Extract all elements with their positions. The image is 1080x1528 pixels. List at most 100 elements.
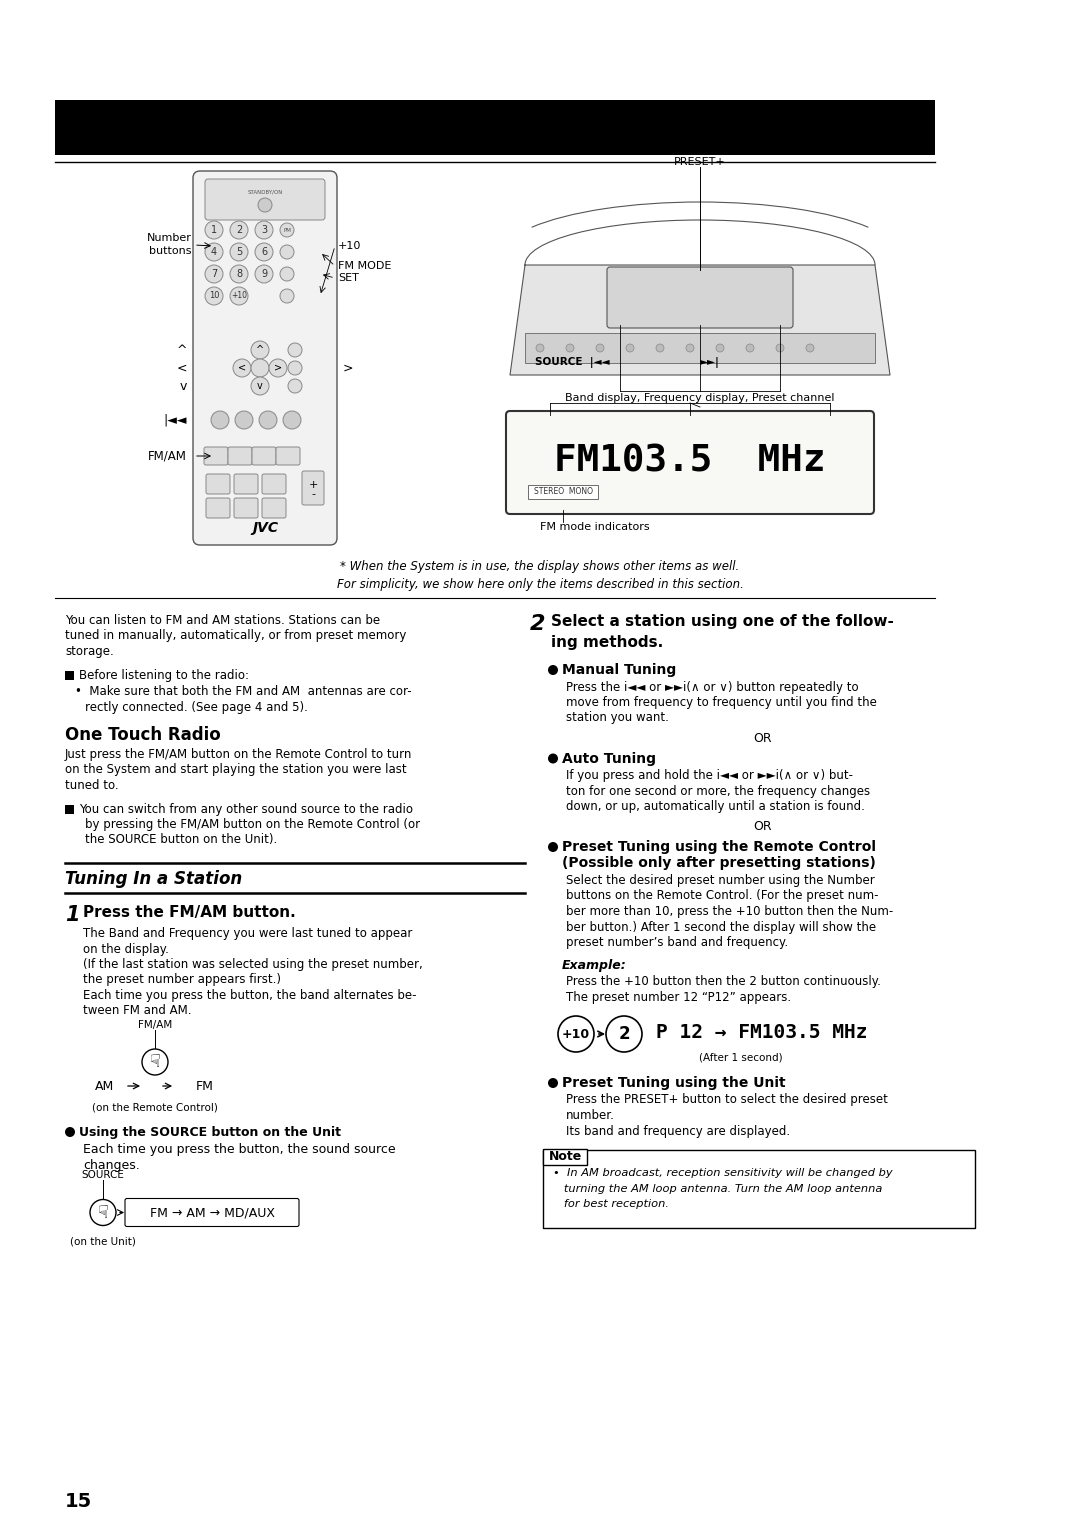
Circle shape <box>258 199 272 212</box>
Bar <box>65 805 75 813</box>
Text: 2: 2 <box>618 1025 630 1044</box>
Text: 8: 8 <box>235 269 242 280</box>
Text: STEREO  MONO: STEREO MONO <box>534 487 593 497</box>
Text: rectly connected. (See page 4 and 5).: rectly connected. (See page 4 and 5). <box>85 700 308 714</box>
Text: 9: 9 <box>261 269 267 280</box>
Text: STANDBY/ON: STANDBY/ON <box>247 189 283 194</box>
Text: 2: 2 <box>530 614 545 634</box>
FancyBboxPatch shape <box>205 179 325 220</box>
Text: Select a station using one of the follow-: Select a station using one of the follow… <box>551 614 894 630</box>
Circle shape <box>205 222 222 238</box>
Text: (on the Unit): (on the Unit) <box>70 1236 136 1247</box>
Text: ber more than 10, press the +10 button then the Num-: ber more than 10, press the +10 button t… <box>566 905 893 918</box>
Text: 3: 3 <box>261 225 267 235</box>
Text: ►►|: ►►| <box>700 358 720 368</box>
Text: PRESET+: PRESET+ <box>674 157 726 167</box>
Text: turning the AM loop antenna. Turn the AM loop antenna: turning the AM loop antenna. Turn the AM… <box>553 1184 882 1193</box>
Text: The Band and Frequency you were last tuned to appear: The Band and Frequency you were last tun… <box>83 927 413 940</box>
Circle shape <box>566 344 573 351</box>
Text: +10: +10 <box>231 292 247 301</box>
Circle shape <box>205 243 222 261</box>
Text: buttons on the Remote Control. (For the preset num-: buttons on the Remote Control. (For the … <box>566 889 878 903</box>
Text: P 12 → FM103.5 MHz: P 12 → FM103.5 MHz <box>656 1022 867 1042</box>
FancyBboxPatch shape <box>507 411 874 513</box>
Circle shape <box>230 287 248 306</box>
Text: AM: AM <box>95 1079 114 1093</box>
Circle shape <box>280 289 294 303</box>
Text: Number: Number <box>147 232 192 243</box>
Text: FM MODE: FM MODE <box>338 261 391 270</box>
Circle shape <box>596 344 604 351</box>
Text: Each time you press the button, the band alternates be-: Each time you press the button, the band… <box>83 989 417 1002</box>
Text: tuned in manually, automatically, or from preset memory: tuned in manually, automatically, or fro… <box>65 630 406 642</box>
Text: v: v <box>257 380 262 391</box>
Circle shape <box>558 1016 594 1051</box>
Text: •  In AM broadcast, reception sensitivity will be changed by: • In AM broadcast, reception sensitivity… <box>553 1167 893 1178</box>
Text: Before listening to the radio:: Before listening to the radio: <box>79 669 249 681</box>
Text: If you press and hold the i◄◄ or ►►i(∧ or ∨) but-: If you press and hold the i◄◄ or ►►i(∧ o… <box>566 769 853 782</box>
Circle shape <box>211 411 229 429</box>
Circle shape <box>259 411 276 429</box>
Circle shape <box>251 359 269 377</box>
Text: number.: number. <box>566 1109 615 1122</box>
Circle shape <box>230 222 248 238</box>
Circle shape <box>288 379 302 393</box>
Text: You can listen to FM and AM stations. Stations can be: You can listen to FM and AM stations. St… <box>65 614 380 626</box>
FancyBboxPatch shape <box>234 474 258 494</box>
Text: -: - <box>311 489 315 500</box>
Text: FM mode indicators: FM mode indicators <box>540 523 650 532</box>
Text: OR: OR <box>754 821 772 833</box>
Text: (If the last station was selected using the preset number,: (If the last station was selected using … <box>83 958 422 970</box>
Text: ton for one second or more, the frequency changes: ton for one second or more, the frequenc… <box>566 784 870 798</box>
Text: ☟: ☟ <box>149 1053 161 1071</box>
Text: on the display.: on the display. <box>83 943 168 955</box>
Circle shape <box>548 753 558 764</box>
Circle shape <box>777 344 784 351</box>
Circle shape <box>233 359 251 377</box>
Text: Using the Tuner: Using the Tuner <box>80 108 427 147</box>
FancyBboxPatch shape <box>302 471 324 504</box>
Text: +: + <box>308 480 318 490</box>
Bar <box>543 1149 588 1164</box>
Text: 1: 1 <box>65 905 80 924</box>
Text: (on the Remote Control): (on the Remote Control) <box>92 1102 218 1112</box>
FancyBboxPatch shape <box>262 474 286 494</box>
Polygon shape <box>510 264 890 374</box>
FancyBboxPatch shape <box>252 448 276 465</box>
Text: (After 1 second): (After 1 second) <box>699 1051 783 1062</box>
Bar <box>525 333 875 364</box>
Text: buttons: buttons <box>149 246 192 257</box>
Text: ing methods.: ing methods. <box>551 636 663 649</box>
Bar <box>528 484 598 500</box>
Text: 6: 6 <box>261 248 267 257</box>
Text: 2: 2 <box>235 225 242 235</box>
Circle shape <box>255 243 273 261</box>
Circle shape <box>255 222 273 238</box>
Text: move from frequency to frequency until you find the: move from frequency to frequency until y… <box>566 695 877 709</box>
FancyBboxPatch shape <box>204 448 228 465</box>
Circle shape <box>255 264 273 283</box>
Text: Example:: Example: <box>562 958 626 972</box>
FancyBboxPatch shape <box>228 448 252 465</box>
Text: 4: 4 <box>211 248 217 257</box>
FancyBboxPatch shape <box>607 267 793 329</box>
Text: Manual Tuning: Manual Tuning <box>562 663 676 677</box>
Text: FM/AM: FM/AM <box>148 449 187 463</box>
Text: ^: ^ <box>256 345 265 354</box>
Circle shape <box>230 264 248 283</box>
Text: <: < <box>176 362 187 374</box>
Text: storage.: storage. <box>65 645 113 659</box>
Text: <: < <box>238 364 246 373</box>
Text: SOURCE: SOURCE <box>82 1169 124 1180</box>
Text: tween FM and AM.: tween FM and AM. <box>83 1004 191 1018</box>
Text: JVC: JVC <box>252 521 278 535</box>
Text: Auto Tuning: Auto Tuning <box>562 752 656 766</box>
Text: changes.: changes. <box>83 1160 139 1172</box>
Text: FM103.5  MHz: FM103.5 MHz <box>554 443 826 478</box>
Text: the SOURCE button on the Unit).: the SOURCE button on the Unit). <box>85 833 278 847</box>
Text: Press the PRESET+ button to select the desired preset: Press the PRESET+ button to select the d… <box>566 1094 888 1106</box>
Text: ^: ^ <box>176 344 187 356</box>
Bar <box>65 671 75 680</box>
Text: FM: FM <box>197 1079 214 1093</box>
Text: Tuning In a Station: Tuning In a Station <box>65 869 242 888</box>
